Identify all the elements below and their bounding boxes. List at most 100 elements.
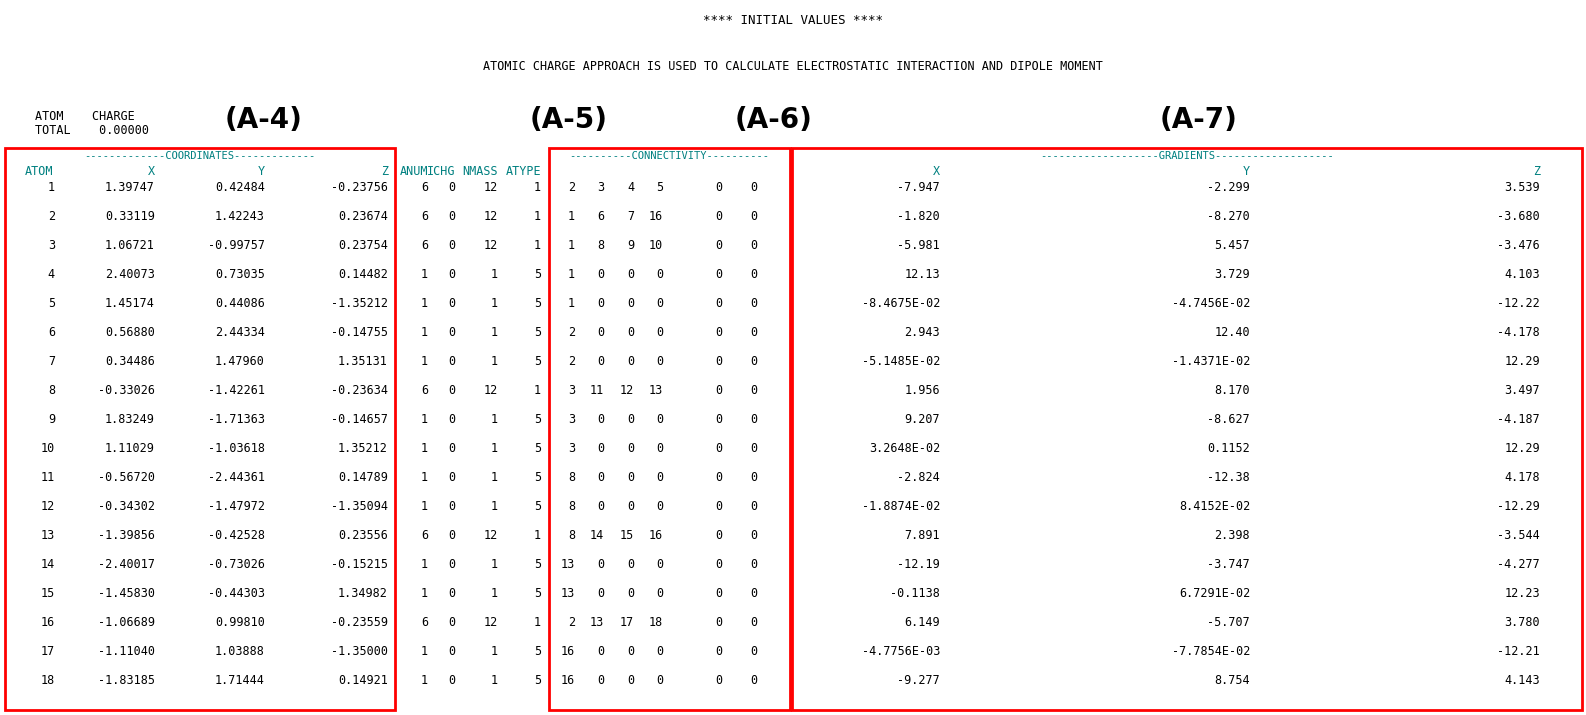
Text: 1.34982: 1.34982 — [338, 587, 389, 600]
Text: 1: 1 — [534, 529, 541, 542]
Text: 2: 2 — [568, 616, 576, 629]
Text: -12.21: -12.21 — [1497, 645, 1540, 658]
Text: 15: 15 — [620, 529, 634, 542]
Text: 8: 8 — [568, 500, 576, 513]
Text: 0: 0 — [657, 413, 663, 426]
Text: -0.34302: -0.34302 — [98, 500, 155, 513]
Text: ICHG: ICHG — [427, 165, 455, 178]
Text: 1: 1 — [420, 326, 428, 339]
Text: 5: 5 — [48, 297, 56, 310]
Text: 2: 2 — [568, 181, 576, 194]
Text: 2: 2 — [568, 326, 576, 339]
Text: -0.14657: -0.14657 — [331, 413, 389, 426]
Text: -0.23559: -0.23559 — [331, 616, 389, 629]
Text: 0: 0 — [715, 297, 722, 310]
Text: -7.947: -7.947 — [898, 181, 940, 194]
Text: 0: 0 — [750, 268, 757, 281]
Text: 12.29: 12.29 — [1505, 355, 1540, 368]
Text: -1.35094: -1.35094 — [331, 500, 389, 513]
Text: 1: 1 — [492, 558, 498, 571]
Text: 0.23674: 0.23674 — [338, 210, 389, 223]
Text: 3.497: 3.497 — [1505, 384, 1540, 397]
Text: -1.39856: -1.39856 — [98, 529, 155, 542]
Text: 15: 15 — [41, 587, 56, 600]
Text: 1: 1 — [492, 471, 498, 484]
Text: 8.754: 8.754 — [1215, 674, 1250, 687]
Text: 5: 5 — [534, 268, 541, 281]
Text: 3: 3 — [596, 181, 604, 194]
Text: 0: 0 — [596, 297, 604, 310]
Text: 11: 11 — [41, 471, 56, 484]
Text: 5: 5 — [534, 413, 541, 426]
Text: 0: 0 — [626, 558, 634, 571]
Text: 0: 0 — [447, 500, 455, 513]
Text: 0: 0 — [715, 413, 722, 426]
Text: 1.11029: 1.11029 — [105, 442, 155, 455]
Text: 0.14482: 0.14482 — [338, 268, 389, 281]
Text: 12.29: 12.29 — [1505, 442, 1540, 455]
Text: 0: 0 — [750, 181, 757, 194]
Text: 5: 5 — [534, 500, 541, 513]
Text: 4: 4 — [626, 181, 634, 194]
Text: ATOM    CHARGE: ATOM CHARGE — [35, 110, 135, 123]
Text: -2.824: -2.824 — [898, 471, 940, 484]
Text: 0: 0 — [750, 558, 757, 571]
Text: 0: 0 — [715, 268, 722, 281]
Text: 2.943: 2.943 — [904, 326, 940, 339]
Text: 1: 1 — [420, 268, 428, 281]
Text: 16: 16 — [561, 674, 576, 687]
Text: 0: 0 — [750, 529, 757, 542]
Text: 6: 6 — [420, 384, 428, 397]
Text: -5.707: -5.707 — [1207, 616, 1250, 629]
Text: ANUM: ANUM — [400, 165, 428, 178]
Text: -4.277: -4.277 — [1497, 558, 1540, 571]
Text: 5: 5 — [657, 181, 663, 194]
Text: 0: 0 — [750, 355, 757, 368]
Text: 0: 0 — [447, 239, 455, 252]
Text: 1: 1 — [492, 645, 498, 658]
Text: 0: 0 — [657, 587, 663, 600]
Text: 0: 0 — [447, 268, 455, 281]
Text: 1: 1 — [420, 355, 428, 368]
Text: 0: 0 — [657, 558, 663, 571]
Text: 1.06721: 1.06721 — [105, 239, 155, 252]
Text: 0: 0 — [626, 355, 634, 368]
Text: (A-6): (A-6) — [734, 106, 814, 134]
Text: 8.170: 8.170 — [1215, 384, 1250, 397]
Text: 0: 0 — [750, 297, 757, 310]
Text: 12: 12 — [484, 616, 498, 629]
Text: 1: 1 — [534, 181, 541, 194]
Text: 0: 0 — [596, 587, 604, 600]
Text: -12.22: -12.22 — [1497, 297, 1540, 310]
Text: 0: 0 — [750, 587, 757, 600]
Text: 5: 5 — [534, 471, 541, 484]
Text: 6: 6 — [420, 239, 428, 252]
Text: 0: 0 — [596, 645, 604, 658]
Text: 0: 0 — [715, 355, 722, 368]
Text: -0.14755: -0.14755 — [331, 326, 389, 339]
Text: 1.83249: 1.83249 — [105, 413, 155, 426]
Text: 6: 6 — [420, 529, 428, 542]
Text: -8.627: -8.627 — [1207, 413, 1250, 426]
Text: 4.103: 4.103 — [1505, 268, 1540, 281]
Text: 13: 13 — [561, 587, 576, 600]
Text: 0: 0 — [626, 674, 634, 687]
Text: 0: 0 — [715, 558, 722, 571]
Text: **** INITIAL VALUES ****: **** INITIAL VALUES **** — [703, 14, 883, 27]
Text: 4: 4 — [48, 268, 56, 281]
Text: 0: 0 — [750, 384, 757, 397]
Text: 12: 12 — [484, 384, 498, 397]
Text: Y: Y — [1243, 165, 1250, 178]
Text: 3: 3 — [568, 413, 576, 426]
Text: -1.35212: -1.35212 — [331, 297, 389, 310]
Text: 0.99810: 0.99810 — [216, 616, 265, 629]
Text: 1: 1 — [492, 587, 498, 600]
Text: 1: 1 — [568, 210, 576, 223]
Text: 13: 13 — [41, 529, 56, 542]
Text: -1.03618: -1.03618 — [208, 442, 265, 455]
Text: 5: 5 — [534, 674, 541, 687]
Text: 1: 1 — [48, 181, 56, 194]
Text: 1.956: 1.956 — [904, 384, 940, 397]
Text: 0: 0 — [447, 181, 455, 194]
Text: 0: 0 — [715, 645, 722, 658]
